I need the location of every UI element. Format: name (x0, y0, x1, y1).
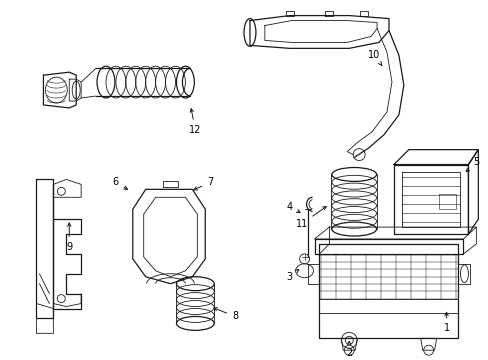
Text: 5: 5 (465, 157, 479, 172)
Text: 11: 11 (295, 207, 325, 229)
Text: 1: 1 (443, 312, 448, 333)
Text: 12: 12 (189, 109, 201, 135)
Text: 3: 3 (286, 270, 298, 282)
Text: 2: 2 (346, 341, 352, 358)
Text: 4: 4 (286, 202, 300, 212)
Text: 8: 8 (213, 308, 238, 321)
Text: 6: 6 (113, 177, 127, 189)
Text: 9: 9 (66, 223, 72, 252)
Text: 10: 10 (367, 50, 381, 66)
Text: 7: 7 (194, 177, 213, 190)
